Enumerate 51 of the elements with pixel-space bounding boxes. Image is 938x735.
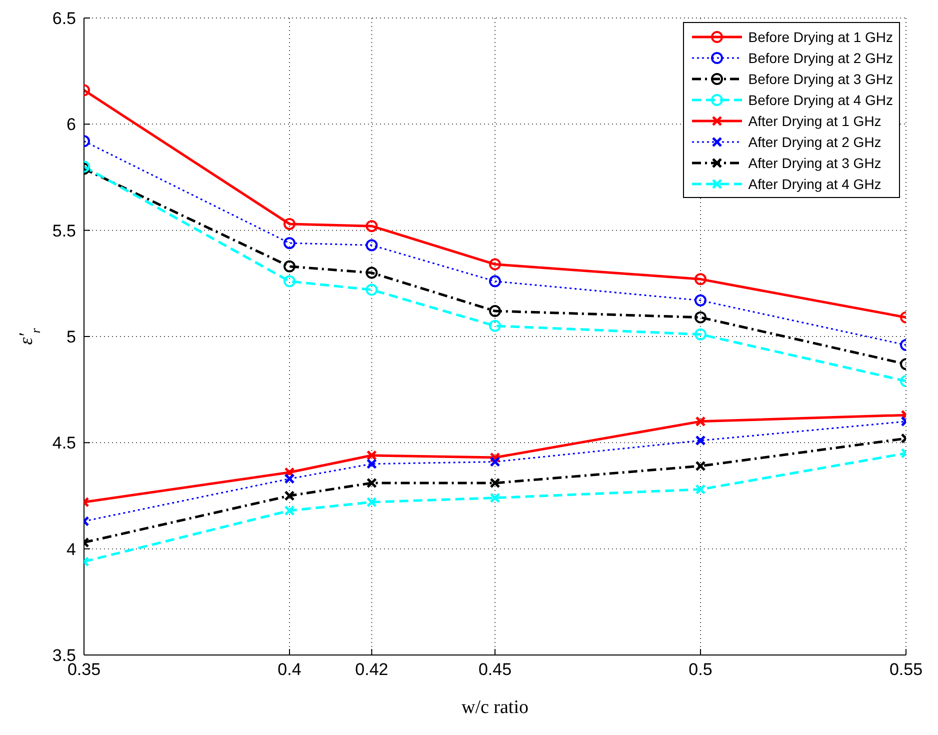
legend-label: Before Drying at 3 GHz	[748, 70, 893, 86]
point	[366, 450, 377, 461]
point	[695, 416, 706, 427]
point	[366, 220, 378, 232]
legend-label: Before Drying at 2 GHz	[748, 50, 893, 66]
point	[490, 456, 500, 468]
point	[284, 505, 295, 516]
y-tick-label: 6	[66, 115, 76, 134]
point	[366, 284, 378, 296]
point	[489, 258, 501, 270]
point	[366, 239, 378, 252]
point	[284, 474, 295, 484]
legend-label: Before Drying at 4 GHz	[748, 92, 893, 108]
point	[489, 305, 501, 318]
point	[694, 273, 706, 286]
x-tick-label: 0.55	[889, 660, 923, 680]
legend-label: After Drying at 1 GHz	[748, 112, 882, 128]
point	[284, 260, 296, 272]
point	[284, 237, 296, 250]
point	[489, 320, 501, 332]
point	[695, 435, 706, 446]
point	[694, 311, 706, 324]
point	[694, 294, 706, 306]
x-tick-label: 0.45	[478, 660, 512, 680]
x-tick-label: 0.5	[688, 660, 712, 680]
y-tick-label: 4.5	[52, 434, 76, 453]
y-tick-label: 4	[66, 540, 76, 559]
y-tick-label: 5.5	[52, 221, 76, 240]
legend-label: Before Drying at 1 GHz	[748, 28, 893, 44]
x-tick-label: 0.35	[67, 660, 101, 680]
point	[695, 460, 706, 472]
y-tick-label: 6.5	[52, 9, 76, 28]
point	[284, 218, 296, 230]
x-tick-label: 0.4	[278, 660, 302, 680]
point	[694, 328, 706, 340]
legend-label: After Drying at 3 GHz	[748, 154, 882, 170]
legend-label: After Drying at 2 GHz	[748, 134, 882, 150]
point	[284, 490, 295, 501]
point	[284, 275, 296, 288]
point	[366, 458, 377, 470]
point	[490, 492, 500, 504]
point	[695, 484, 706, 495]
legend-label: After Drying at 4 GHz	[748, 176, 882, 192]
point	[489, 275, 501, 288]
point	[366, 478, 377, 488]
point	[366, 266, 378, 279]
point	[490, 478, 500, 488]
x-axis-title: w/c ratio	[461, 697, 529, 718]
point	[366, 496, 377, 508]
y-tick-label: 5	[66, 328, 76, 347]
x-tick-label: 0.42	[355, 660, 388, 680]
